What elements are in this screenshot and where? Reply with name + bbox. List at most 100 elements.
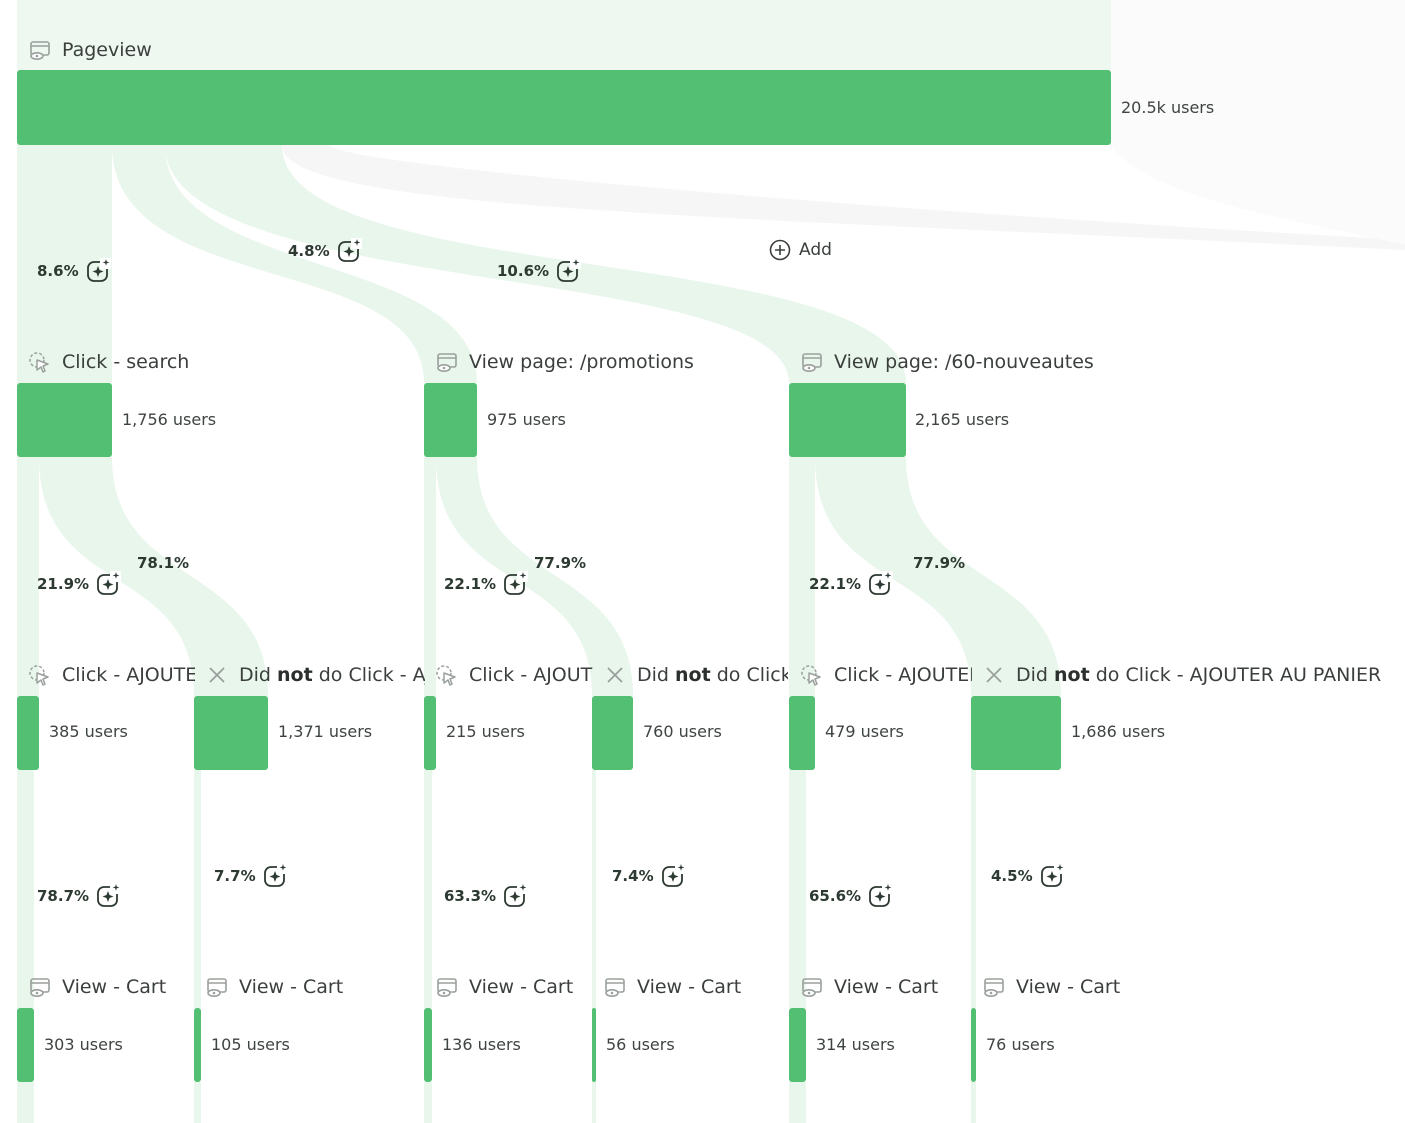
step-label-cart[interactable]: View - Cart [28, 974, 188, 1000]
bar-promo-not[interactable] [592, 696, 633, 770]
sparkle-icon[interactable] [95, 571, 122, 597]
step-label-search-add[interactable]: Click - AJOUTER AU PANIER [28, 662, 195, 688]
step-label-cart[interactable]: View - Cart [603, 974, 783, 1000]
label-pre: Did [637, 664, 676, 686]
sparkle-icon[interactable] [95, 883, 122, 909]
sparkle-icon[interactable] [867, 571, 894, 597]
step-label-text: View page: /promotions [469, 351, 694, 373]
bar-nouv-add[interactable] [789, 696, 815, 770]
step-label-cart[interactable]: View - Cart [982, 974, 1182, 1000]
step-label-text: Did not do Click - AJOUTER AU PANIER [637, 664, 788, 686]
sparkle-icon[interactable] [85, 258, 111, 284]
step-label-nouveautes[interactable]: View page: /60-nouveautes [800, 349, 1200, 375]
bar-search-not[interactable] [194, 696, 268, 770]
users-count: 479 users [825, 722, 904, 741]
label-post: do Click - AJOUTER AU PANIER [318, 664, 425, 686]
close-icon [603, 664, 627, 686]
users-count: 385 users [49, 722, 128, 741]
step-label-promotions[interactable]: View page: /promotions [435, 349, 785, 375]
step-label-text: Click - AJOUTER AU PANIER [62, 664, 195, 686]
bar-nouveautes[interactable] [789, 383, 906, 457]
sparkle-icon[interactable] [660, 863, 686, 889]
pct-text: 7.7% [214, 867, 256, 885]
step-label-nouv-not[interactable]: Did not do Click - AJOUTER AU PANIER [982, 662, 1402, 688]
step-label-cart[interactable]: View - Cart [435, 974, 585, 1000]
conversion-pct: 10.6% [497, 258, 582, 284]
conversion-pct: 77.9% [913, 554, 965, 572]
pct-text: 77.9% [534, 554, 587, 572]
flow-promo-not [436, 457, 633, 696]
click-cursor-icon [28, 664, 52, 686]
sparkle-icon[interactable] [502, 571, 529, 597]
bar-promo-add[interactable] [424, 696, 436, 770]
label-post: do Click - AJOUTER AU PANIER [716, 664, 788, 686]
conversion-pct: 65.6% [809, 883, 894, 909]
step-label-cart[interactable]: View - Cart [205, 974, 405, 1000]
bar-search[interactable] [17, 383, 112, 457]
users-count: 303 users [44, 1035, 123, 1054]
bar-cart[interactable] [971, 1008, 976, 1082]
step-label-promo-add[interactable]: Click - AJOUTER AU PANIER [435, 662, 594, 688]
pageview-icon [800, 976, 824, 998]
pct-text: 8.6% [37, 262, 79, 280]
step-label-nouv-add[interactable]: Click - AJOUTER AU PANIER [800, 662, 972, 688]
users-count: 1,686 users [1071, 722, 1166, 741]
conversion-pct: 22.1% [444, 571, 529, 597]
add-step-button[interactable]: Add [769, 239, 832, 261]
bar-cart[interactable] [424, 1008, 432, 1082]
users-count: 760 users [643, 722, 722, 741]
step-label-text: Click - search [62, 351, 190, 373]
step-label-promo-not[interactable]: Did not do Click - AJOUTER AU PANIER [603, 662, 788, 688]
flow-root-nouveautes [165, 145, 906, 383]
flow-c5 [789, 770, 806, 1008]
step-label-pageview[interactable]: Pageview [28, 37, 428, 63]
step-label-search[interactable]: Click - search [28, 349, 418, 375]
pct-text: 77.9% [913, 554, 966, 572]
flow-tail [592, 1082, 596, 1123]
sparkle-icon[interactable] [867, 883, 894, 909]
pct-text: 21.9% [37, 575, 90, 593]
bar-cart[interactable] [789, 1008, 806, 1082]
sparkle-icon[interactable] [1039, 863, 1065, 889]
step-label-text: Did not do Click - AJOUTER AU PANIER [1016, 664, 1381, 686]
sparkle-icon[interactable] [502, 883, 529, 909]
step-label-search-not[interactable]: Did not do Click - AJOUTER AU PANIER [205, 662, 425, 688]
flow-promo-add [424, 457, 436, 696]
users-count: 2,165 users [915, 410, 1010, 429]
sparkle-icon[interactable] [262, 863, 288, 889]
users-count: 314 users [816, 1035, 895, 1054]
flow-c6 [971, 770, 976, 1008]
conversion-pct: 7.7% [214, 863, 288, 889]
pct-text: 10.6% [497, 262, 550, 280]
bar-cart[interactable] [17, 1008, 34, 1082]
conversion-pct: 4.8% [288, 238, 362, 264]
flow-root-promotions [112, 145, 477, 383]
flow-tail [424, 1082, 432, 1123]
conversion-pct: 78.7% [37, 883, 122, 909]
flow-search-add [17, 457, 39, 696]
flow-tail [789, 1082, 806, 1123]
conversion-pct: 78.1% [137, 554, 189, 572]
pageview-icon [982, 976, 1006, 998]
label-strong: not [675, 664, 711, 686]
label-strong: not [1054, 664, 1090, 686]
sparkle-icon[interactable] [555, 258, 582, 284]
step-label-text: View - Cart [469, 976, 574, 998]
sparkle-icon[interactable] [336, 238, 362, 264]
bar-promotions[interactable] [424, 383, 477, 457]
bar-cart[interactable] [592, 1008, 596, 1082]
pageview-icon [28, 39, 52, 61]
step-label-text: Click - AJOUTER AU PANIER [469, 664, 594, 686]
step-label-text: Did not do Click - AJOUTER AU PANIER [239, 664, 425, 686]
close-icon [982, 664, 1006, 686]
bar-nouv-not[interactable] [971, 696, 1061, 770]
pageview-icon [435, 351, 459, 373]
users-count: 76 users [986, 1035, 1055, 1054]
step-label-cart[interactable]: View - Cart [800, 974, 960, 1000]
flow-c2 [194, 770, 201, 1008]
users-count: 56 users [606, 1035, 675, 1054]
bar-search-add[interactable] [17, 696, 39, 770]
flow-band-top [17, 0, 1111, 70]
bar-pageview[interactable] [17, 70, 1111, 145]
bar-cart[interactable] [194, 1008, 201, 1082]
